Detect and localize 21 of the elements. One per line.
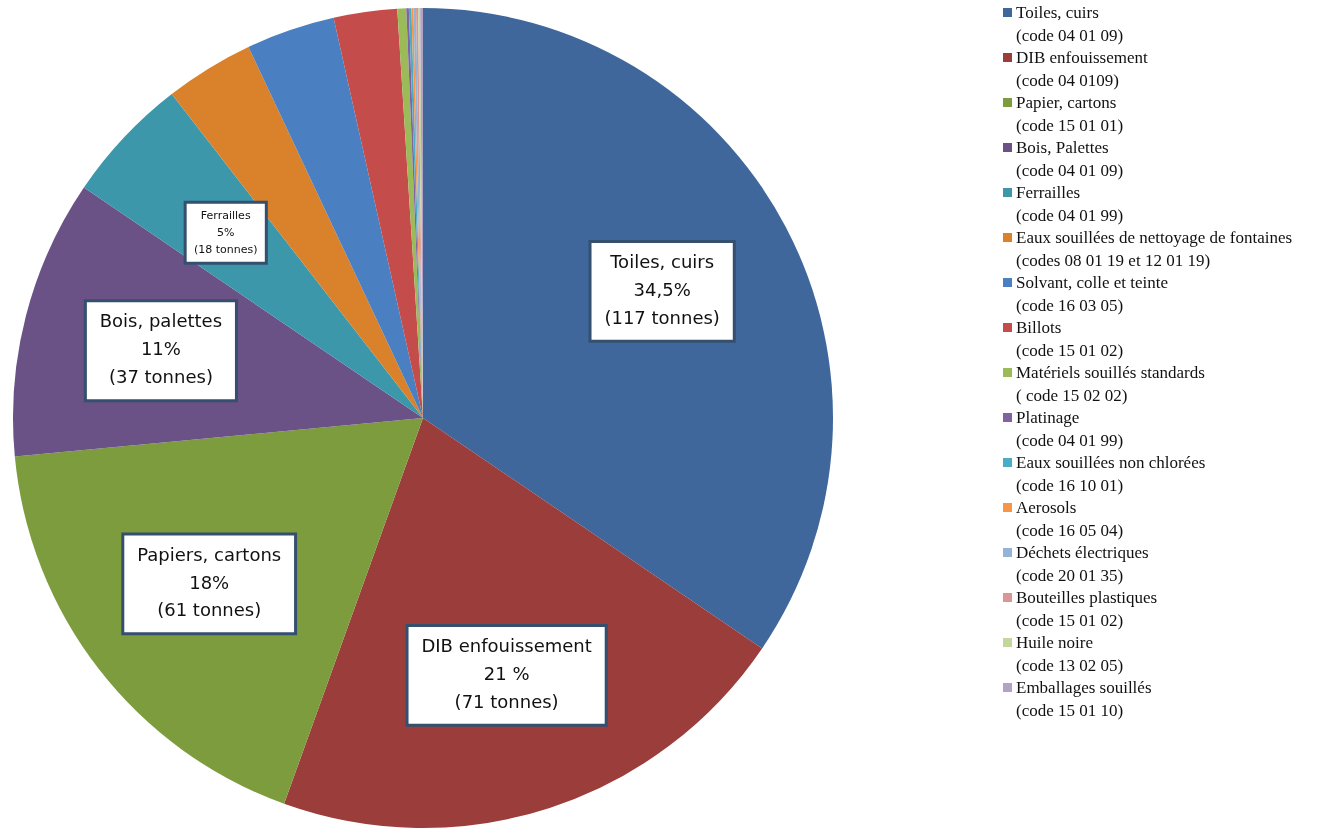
legend-label: Emballages souillés (code 15 01 10) [1016,677,1152,722]
legend-label: Toiles, cuirs (code 04 01 09) [1016,2,1124,47]
data-label: Bois, palettes 11% (37 tonnes) [99,310,223,388]
legend-label: Déchets électriques (code 20 01 35) [1016,542,1149,587]
data-label: Toiles, cuirs 34,5% (117 tonnes) [604,251,720,328]
legend-label: Eaux souillées de nettoyage de fontaines (codes 08 01 19 et 12 01 19) [1016,227,1293,272]
legend-label: Platinage (code 04 01 99) [1016,407,1124,452]
legend-label: Billots (code 15 01 02) [1016,317,1124,362]
legend-label: Eaux souillées non chlorées (code 16 10 01) [1016,452,1206,497]
legend-label: Bois, Palettes (code 04 01 09) [1016,137,1124,182]
legend-label: Ferrailles (code 04 01 99) [1016,182,1124,227]
legend-label: Aerosols (code 16 05 04) [1016,497,1124,542]
data-label: Papiers, cartons 18% (61 tonnes) [137,543,282,621]
legend-label: DIB enfouissement (code 04 0109) [1016,47,1148,92]
legend-label: Solvant, colle et teinte (code 16 03 05) [1016,272,1169,317]
legend-label: Papier, cartons (code 15 01 01) [1016,92,1124,137]
data-label: Ferrailles 5% (18 tonnes) [193,208,258,256]
data-label: DIB enfouissement 21 % (71 tonnes) [421,635,592,712]
legend-label: Matériels souillés standards ( code 15 02 02) [1016,362,1205,407]
legend-label: Bouteilles plastiques (code 15 01 02) [1016,587,1158,632]
legend-label: Huile noire (code 13 02 05) [1016,632,1124,677]
